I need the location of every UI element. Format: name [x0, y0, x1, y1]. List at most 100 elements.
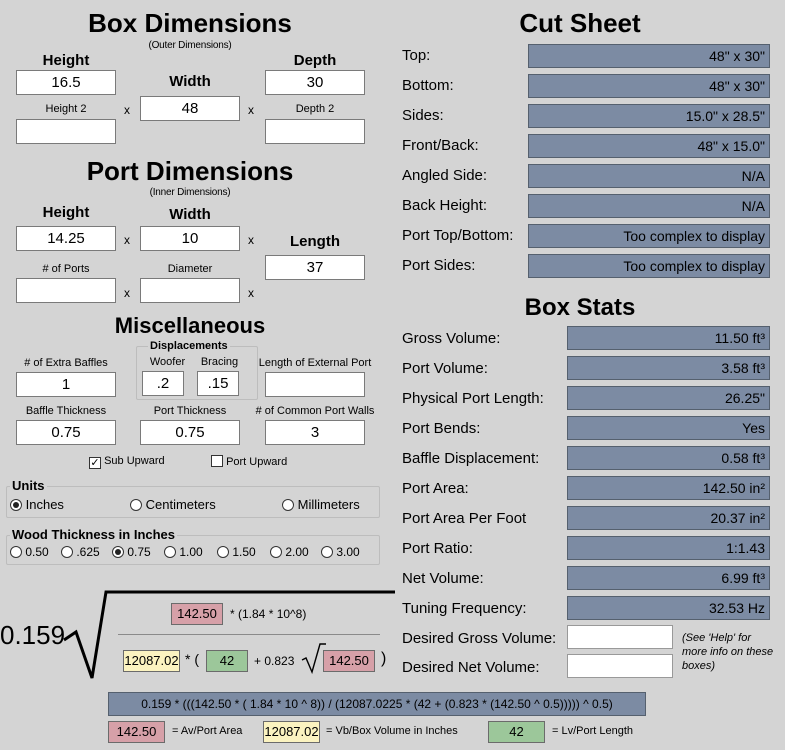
cut-sheet-value: N/A: [528, 164, 770, 188]
port-width-input[interactable]: 10: [140, 226, 240, 251]
port-diameter-label: Diameter: [167, 263, 213, 275]
port-upward-checkbox[interactable]: Port Upward: [211, 455, 287, 468]
woofer-displacement-input[interactable]: .2: [142, 371, 184, 396]
units-millimeters-radio[interactable]: Millimeters: [282, 497, 360, 512]
box-stat-value: 142.50 in²: [567, 476, 770, 500]
box-stat-value: 3.58 ft³: [567, 356, 770, 380]
units-option-label: Millimeters: [297, 497, 360, 512]
desired-net-volume-input[interactable]: [567, 654, 673, 678]
wood-thickness-group: [6, 535, 380, 565]
cut-sheet-value: 15.0" x 28.5": [528, 104, 770, 128]
box-stat-value: 32.53 Hz: [567, 596, 770, 620]
radio-selected-icon: [10, 499, 22, 511]
cut-sheet-value: Too complex to display: [528, 254, 770, 278]
denominator-lv-chip: 42: [206, 650, 248, 672]
legend-lv-chip: 42: [488, 721, 545, 743]
units-option-label: Centimeters: [145, 497, 216, 512]
wood-050-radio[interactable]: 0.50: [10, 545, 49, 559]
box-height2-input[interactable]: [16, 119, 116, 144]
common-port-walls-input[interactable]: 3: [265, 420, 365, 445]
box-stats-title: Box Stats: [524, 294, 636, 321]
times-sign: x: [124, 103, 130, 117]
cut-sheet-value: 48" x 30": [528, 44, 770, 68]
box-stat-value: Yes: [567, 416, 770, 440]
radical-sign-icon: [63, 590, 395, 679]
wood-0625-radio[interactable]: .625: [61, 545, 100, 559]
external-port-input[interactable]: [265, 372, 365, 397]
wood-option-label: 0.50: [25, 545, 49, 559]
box-height2-label: Height 2: [45, 103, 87, 115]
box-depth2-input[interactable]: [265, 119, 365, 144]
radio-icon: [61, 546, 73, 558]
legend-vb-chip: 12087.02: [263, 721, 320, 743]
units-group: [6, 486, 380, 518]
box-stat-value: 26.25": [567, 386, 770, 410]
legend-vb-label: = Vb/Box Volume in Inches: [326, 725, 458, 737]
extra-baffles-input[interactable]: 1: [16, 372, 116, 397]
ports-count-input[interactable]: [16, 278, 116, 303]
port-height-input[interactable]: 14.25: [16, 226, 116, 251]
numerator-tail: * (1.84 * 10^8): [230, 607, 307, 621]
box-width-input[interactable]: 48: [140, 96, 240, 121]
wood-150-radio[interactable]: 1.50: [217, 545, 256, 559]
units-centimeters-radio[interactable]: Centimeters: [130, 497, 216, 512]
port-upward-label: Port Upward: [226, 456, 288, 468]
port-thickness-label: Port Thickness: [153, 405, 227, 417]
bracing-label: Bracing: [200, 356, 239, 368]
port-height-label: Height: [42, 204, 90, 221]
box-depth2-label: Depth 2: [295, 103, 335, 115]
bracing-displacement-input[interactable]: .15: [197, 371, 239, 396]
port-dimensions-subtitle: (Inner Dimensions): [149, 187, 231, 198]
box-dimensions-title: Box Dimensions: [88, 8, 292, 38]
radio-icon: [164, 546, 176, 558]
sub-upward-checkbox[interactable]: ✓ Sub Upward: [89, 455, 165, 469]
desired-gross-volume-label: Desired Gross Volume:: [402, 630, 557, 647]
box-stat-label: Tuning Frequency:: [402, 600, 527, 617]
box-stat-value: 11.50 ft³: [567, 326, 770, 350]
radio-icon: [282, 499, 294, 511]
wood-option-label: 1.00: [179, 545, 203, 559]
denominator-vb-chip: 12087.02: [123, 650, 180, 672]
units-inches-radio[interactable]: Inches: [10, 497, 64, 512]
radio-icon: [10, 546, 22, 558]
desired-gross-volume-input[interactable]: [567, 625, 673, 649]
woofer-label: Woofer: [149, 356, 186, 368]
wood-option-label: 0.75: [127, 545, 151, 559]
box-stat-value: 20.37 in²: [567, 506, 770, 530]
box-height-input[interactable]: 16.5: [16, 70, 116, 95]
cut-sheet-label: Bottom:: [402, 77, 454, 94]
box-stat-label: Port Area Per Foot: [402, 510, 527, 527]
cut-sheet-label: Back Height:: [402, 197, 488, 214]
check-icon: ✓: [89, 457, 101, 469]
legend-lv-label: = Lv/Port Length: [552, 725, 634, 737]
baffle-thickness-input[interactable]: 0.75: [16, 420, 116, 445]
box-stat-label: Physical Port Length:: [402, 390, 544, 407]
box-stat-label: Net Volume:: [402, 570, 484, 587]
legend-av-label: = Av/Port Area: [172, 725, 243, 737]
wood-075-radio[interactable]: 0.75: [112, 545, 151, 559]
radio-icon: [130, 499, 142, 511]
radio-icon: [217, 546, 229, 558]
denominator-av-chip: 142.50: [323, 650, 375, 672]
extra-baffles-label: # of Extra Baffles: [24, 357, 108, 369]
displacements-label: Displacements: [148, 340, 230, 352]
cut-sheet-value: 48" x 15.0": [528, 134, 770, 158]
box-stat-label: Port Bends:: [402, 420, 481, 437]
cut-sheet-label: Port Top/Bottom:: [402, 227, 514, 244]
port-length-input[interactable]: 37: [265, 255, 365, 280]
box-dimensions-subtitle: (Outer Dimensions): [148, 40, 232, 51]
box-stat-value: 0.58 ft³: [567, 446, 770, 470]
box-stat-value: 1:1.43: [567, 536, 770, 560]
cut-sheet-title: Cut Sheet: [519, 8, 641, 38]
radio-selected-icon: [112, 546, 124, 558]
port-thickness-input[interactable]: 0.75: [140, 420, 240, 445]
wood-300-radio[interactable]: 3.00: [321, 545, 360, 559]
box-stat-value: 6.99 ft³: [567, 566, 770, 590]
ports-count-label: # of Ports: [42, 263, 90, 275]
port-diameter-input[interactable]: [140, 278, 240, 303]
wood-200-radio[interactable]: 2.00: [270, 545, 309, 559]
baffle-thickness-label: Baffle Thickness: [25, 405, 107, 417]
box-depth-input[interactable]: 30: [265, 70, 365, 95]
wood-100-radio[interactable]: 1.00: [164, 545, 203, 559]
box-width-label: Width: [169, 73, 211, 90]
